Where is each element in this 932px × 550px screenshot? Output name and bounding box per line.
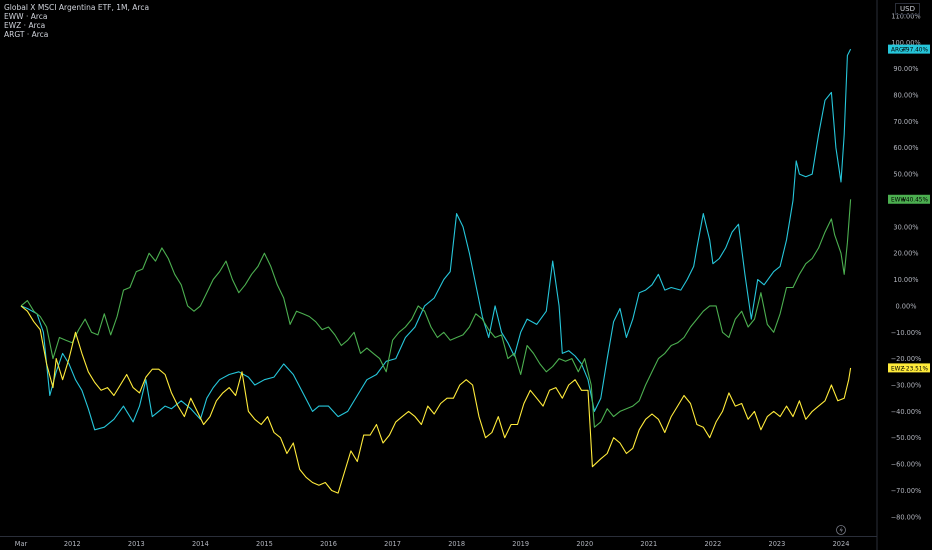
x-tick-label: 2021: [640, 540, 657, 548]
price-label-ewz: EWZ−23.51%: [888, 363, 930, 373]
price-label-bg: [888, 363, 930, 373]
x-tick-label: Mar: [15, 540, 28, 548]
price-label-symbol: ARGT: [891, 48, 907, 54]
price-label-value: +97.40%: [901, 48, 928, 54]
x-tick-label: 2020: [576, 540, 593, 548]
price-label-value: −23.51%: [901, 366, 928, 372]
y-tick-label: 60.00%: [893, 144, 918, 152]
y-tick-label: 110.00%: [891, 12, 920, 20]
price-label-value: +40.45%: [901, 198, 928, 204]
series-line-eww: [20, 199, 852, 428]
x-tick-label: 2014: [192, 540, 209, 548]
legend-item-eww[interactable]: EWW · Arca: [4, 12, 48, 21]
y-tick-label: 10.00%: [893, 276, 918, 284]
y-tick-label: −30.00%: [891, 382, 922, 390]
x-tick-label: 2017: [384, 540, 401, 548]
x-tick-label: 2016: [320, 540, 337, 548]
y-tick-label: 50.00%: [893, 171, 918, 179]
x-tick-label: 2012: [64, 540, 81, 548]
x-tick-label: 2023: [769, 540, 786, 548]
price-label-argt: ARGT+97.40%: [888, 44, 930, 54]
y-tick-label: 100.00%: [891, 39, 920, 47]
y-tick-label: −50.00%: [891, 434, 922, 442]
y-tick-label: −70.00%: [891, 487, 922, 495]
price-label-eww: EWW+40.45%: [888, 194, 930, 204]
y-tick-label: 0.00%: [896, 302, 917, 310]
price-label-bg: [888, 44, 930, 54]
price-label-symbol: EWW: [891, 198, 906, 204]
x-tick-label: 2019: [512, 540, 529, 548]
price-label-bg: [888, 194, 930, 204]
y-tick-label: −80.00%: [891, 513, 922, 521]
currency-label[interactable]: USD: [895, 3, 920, 15]
x-tick-label: 2022: [704, 540, 721, 548]
y-tick-label: 30.00%: [893, 223, 918, 231]
x-tick-label: 2013: [128, 540, 145, 548]
y-tick-label: 90.00%: [893, 65, 918, 73]
legend-item-ewz[interactable]: EWZ · Arca: [4, 21, 46, 30]
x-tick-label: 2015: [256, 540, 273, 548]
series-line-argt: [20, 48, 852, 431]
y-tick-label: 70.00%: [893, 118, 918, 126]
y-tick-label: −40.00%: [891, 408, 922, 416]
lightning-icon: [836, 525, 846, 535]
legend-item-argt[interactable]: ARGT · Arca: [4, 30, 49, 39]
y-tick-label: −20.00%: [891, 355, 922, 363]
legend-title: Global X MSCI Argentina ETF, 1M, Arca: [4, 3, 150, 12]
x-tick-label: 2018: [448, 540, 465, 548]
y-tick-label: 80.00%: [893, 92, 918, 100]
price-label-symbol: EWZ: [891, 366, 904, 372]
y-tick-label: −10.00%: [891, 329, 922, 337]
y-tick-label: 20.00%: [893, 250, 918, 258]
chart-legend: Global X MSCI Argentina ETF, 1M, Arca EW…: [4, 3, 149, 39]
y-tick-label: −60.00%: [891, 461, 922, 469]
series-line-ewz: [20, 305, 852, 494]
x-tick-label: 2024: [833, 540, 850, 548]
